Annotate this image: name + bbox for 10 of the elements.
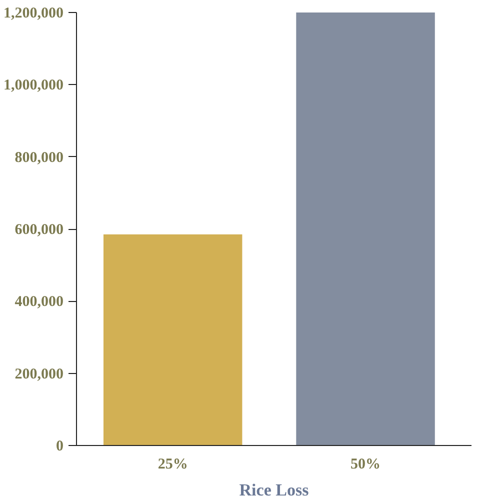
y-tick-label: 0 [56,438,64,454]
x-axis-title: Rice Loss [239,480,310,500]
x-tick-label: 25% [158,456,188,472]
y-tick-label: 200,000 [14,366,64,382]
y-tick-label: 800,000 [14,150,64,166]
y-tick-label: 1,000,000 [4,78,64,94]
y-tick-label: 1,200,000 [4,6,64,22]
y-tick-label: 400,000 [14,294,64,310]
x-tick-label: 50% [350,456,381,472]
y-tick-label: 600,000 [14,222,64,238]
